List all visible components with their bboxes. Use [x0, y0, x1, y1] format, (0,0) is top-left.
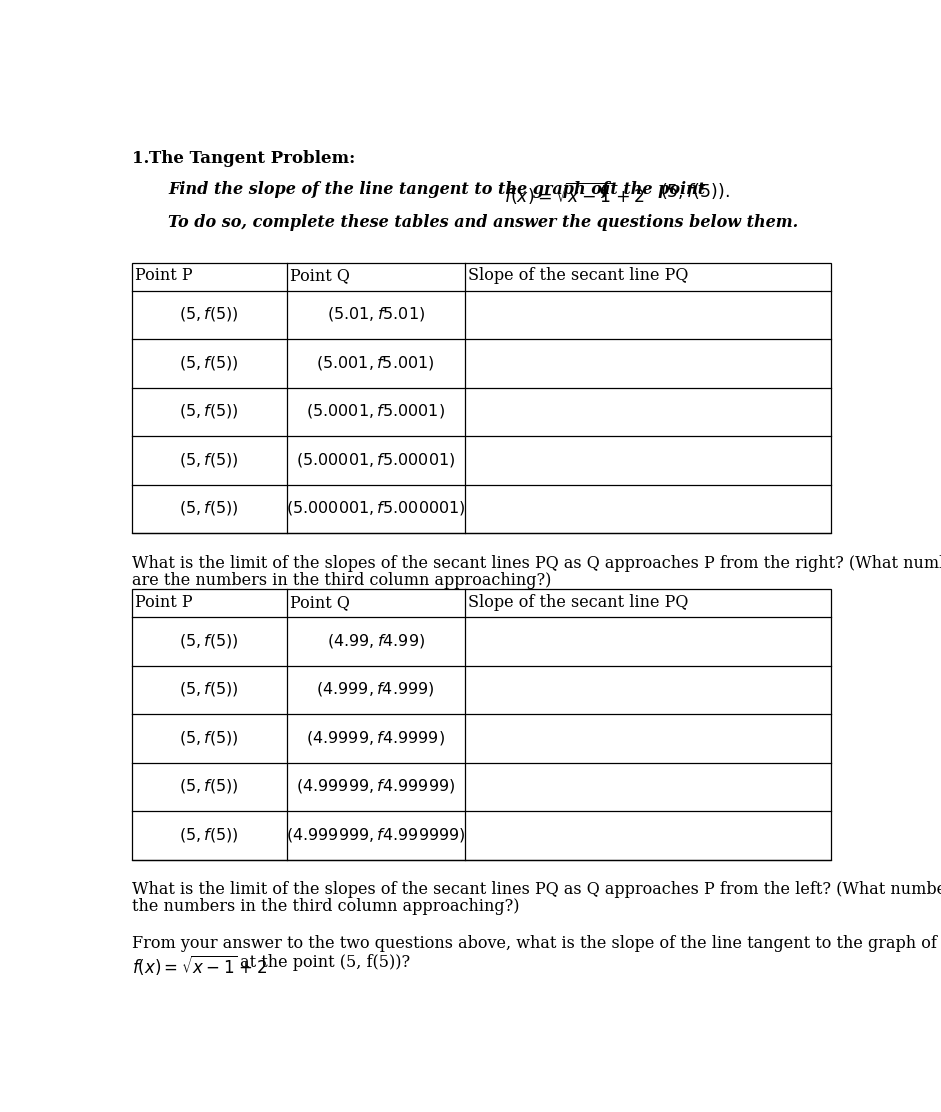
Text: To do so, complete these tables and answer the questions below them.: To do so, complete these tables and answ… [168, 215, 798, 231]
Text: $(5, f(5))$: $(5, f(5))$ [179, 777, 239, 795]
Text: $(5, f(5))$: $(5, f(5))$ [179, 306, 239, 324]
Bar [132, 262, 831, 533]
Text: The Tangent Problem:: The Tangent Problem: [149, 150, 355, 168]
Text: $(5, f(5))$: $(5, f(5))$ [179, 403, 239, 420]
Text: 1.: 1. [132, 150, 161, 168]
Text: $(5.001, f5.001)$: $(5.001, f5.001)$ [316, 354, 435, 371]
Text: Slope of the secant line PQ: Slope of the secant line PQ [468, 267, 688, 285]
Text: $(5, f(5))$: $(5, f(5))$ [179, 451, 239, 469]
Bar [132, 589, 831, 860]
Text: Point P: Point P [135, 594, 192, 610]
Text: the numbers in the third column approaching?): the numbers in the third column approach… [132, 898, 519, 915]
Text: $(5, f(5)).$: $(5, f(5)).$ [661, 181, 730, 201]
Text: $f(x) = \sqrt{x-1}+2$: $f(x) = \sqrt{x-1}+2$ [132, 953, 266, 977]
Text: are the numbers in the third column approaching?): are the numbers in the third column appr… [132, 572, 550, 588]
Text: $(4.9999, f4.9999)$: $(4.9999, f4.9999)$ [306, 728, 445, 747]
Text: What is the limit of the slopes of the secant lines PQ as Q approaches P from th: What is the limit of the slopes of the s… [132, 881, 941, 898]
Text: $(4.99, f4.99)$: $(4.99, f4.99)$ [327, 632, 424, 649]
Text: $(5.000001, f5.000001)$: $(5.000001, f5.000001)$ [286, 499, 466, 517]
Text: $(5, f(5))$: $(5, f(5))$ [179, 728, 239, 747]
Text: $f(x) = \sqrt{x-1}+2$: $f(x) = \sqrt{x-1}+2$ [503, 181, 645, 207]
Text: $(5, f(5))$: $(5, f(5))$ [179, 354, 239, 371]
Text: at the point (5, f(5))?: at the point (5, f(5))? [235, 954, 410, 971]
Text: Slope of the secant line PQ: Slope of the secant line PQ [468, 594, 688, 610]
Text: $(5.01, f5.01)$: $(5.01, f5.01)$ [327, 306, 424, 324]
Text: $(5, f(5))$: $(5, f(5))$ [179, 632, 239, 649]
Text: at the point: at the point [600, 181, 706, 198]
Text: $(5, f(5))$: $(5, f(5))$ [179, 499, 239, 517]
Text: From your answer to the two questions above, what is the slope of the line tange: From your answer to the two questions ab… [132, 935, 936, 952]
Text: $(4.999, f4.999)$: $(4.999, f4.999)$ [316, 681, 435, 698]
Text: Point P: Point P [135, 267, 192, 285]
Text: $(4.999999, f4.999999)$: $(4.999999, f4.999999)$ [286, 826, 466, 844]
Text: Find the slope of the line tangent to the graph of: Find the slope of the line tangent to th… [168, 181, 609, 198]
Text: $(5.00001, f5.00001)$: $(5.00001, f5.00001)$ [296, 451, 455, 469]
Text: What is the limit of the slopes of the secant lines PQ as Q approaches P from th: What is the limit of the slopes of the s… [132, 555, 941, 572]
Text: $(5, f(5))$: $(5, f(5))$ [179, 681, 239, 698]
Text: $(5, f(5))$: $(5, f(5))$ [179, 826, 239, 844]
Text: $(4.99999, f4.99999)$: $(4.99999, f4.99999)$ [296, 777, 455, 795]
Text: Point Q: Point Q [290, 594, 349, 610]
Text: $(5.0001, f5.0001)$: $(5.0001, f5.0001)$ [306, 403, 445, 420]
Text: Point Q: Point Q [290, 267, 349, 285]
